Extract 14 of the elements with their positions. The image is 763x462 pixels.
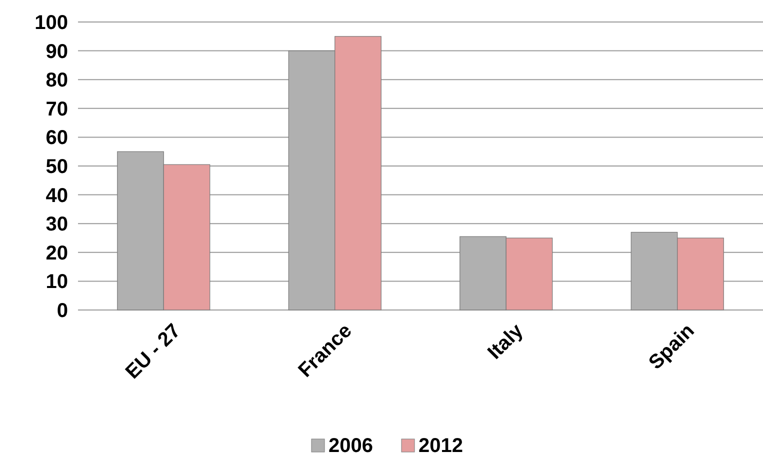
y-tick-label: 80 — [46, 70, 68, 92]
y-tick-label: 0 — [56, 300, 68, 322]
x-tick-label: EU - 27 — [122, 320, 186, 384]
legend-label: 2006 — [328, 435, 373, 457]
y-tick-label: 70 — [46, 98, 68, 120]
y-tick-label: 50 — [46, 156, 68, 178]
y-tick-label: 40 — [46, 184, 68, 207]
y-tick-label: 100 — [34, 12, 68, 34]
y-tick-label: 60 — [46, 127, 68, 150]
y-tick-label: 30 — [46, 214, 68, 236]
y-tick-label: 10 — [46, 271, 68, 294]
y-tick-label: 90 — [46, 40, 68, 63]
legend-label: 2012 — [418, 435, 463, 457]
y-tick-label: 20 — [46, 242, 68, 264]
